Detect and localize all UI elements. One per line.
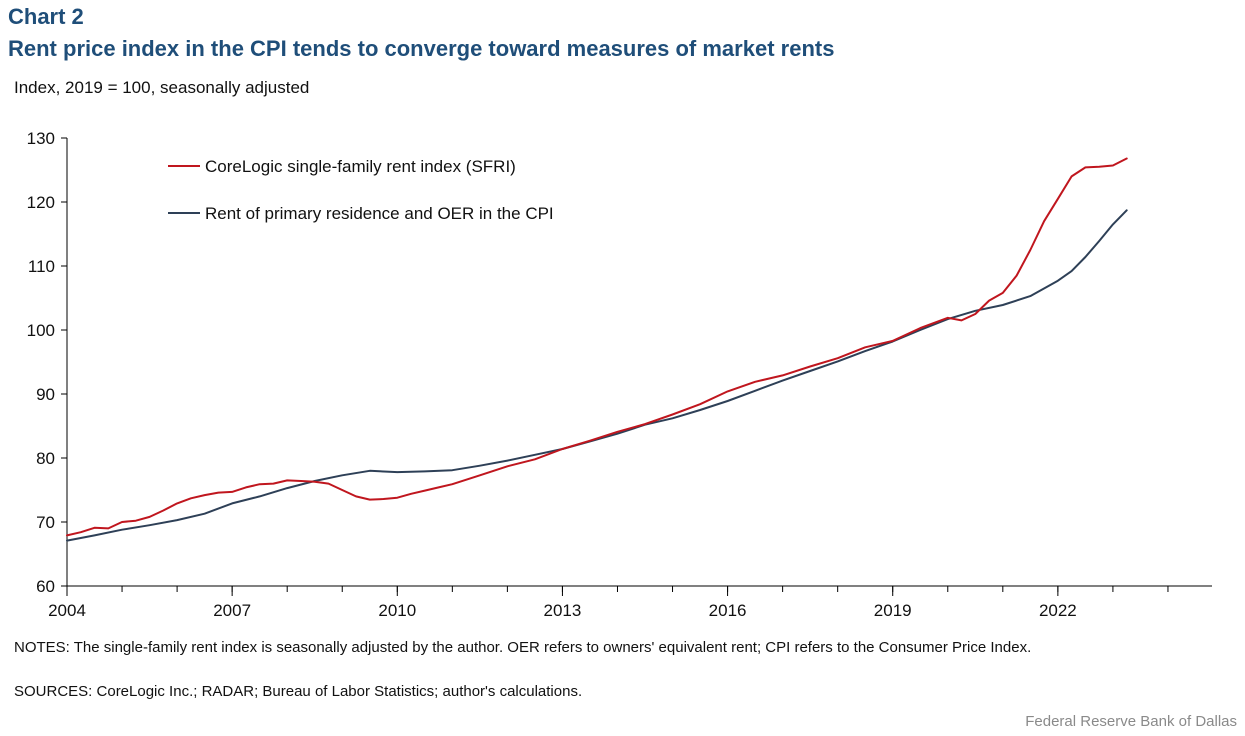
series-lines: [66, 157, 1128, 542]
y-tick-label: 120: [27, 193, 55, 212]
chart-number: Chart 2: [8, 4, 84, 29]
source-credit: Federal Reserve Bank of Dallas: [1025, 713, 1237, 730]
y-axis-unit-label: Index, 2019 = 100, seasonally adjusted: [14, 78, 310, 97]
y-tick-label: 60: [36, 577, 55, 596]
x-tick-label: 2013: [544, 601, 582, 620]
x-tick-label: 2010: [378, 601, 416, 620]
x-tick-label: 2007: [213, 601, 251, 620]
y-tick-label: 90: [36, 385, 55, 404]
x-tick-label: 2016: [709, 601, 747, 620]
chart-notes: NOTES: The single-family rent index is s…: [14, 639, 1032, 656]
legend-label-cpi: Rent of primary residence and OER in the…: [205, 204, 554, 223]
chart-title: Rent price index in the CPI tends to con…: [8, 36, 835, 61]
chart-sources: SOURCES: CoreLogic Inc.; RADAR; Bureau o…: [14, 683, 583, 700]
y-tick-label: 110: [28, 257, 55, 276]
y-tick-label: 80: [36, 449, 55, 468]
y-tick-label: 70: [36, 513, 55, 532]
x-tick-label: 2022: [1039, 601, 1077, 620]
series-line-cpi: [66, 209, 1128, 542]
line-chart: 60 70 80 90 100 110 120 130 2004 2007 2010 2013 2016…: [27, 129, 1212, 620]
legend: CoreLogic single-family rent index (SFRI…: [168, 157, 554, 223]
y-tick-label: 100: [27, 321, 55, 340]
x-tick-label: 2019: [874, 601, 912, 620]
y-tick-label: 130: [27, 129, 55, 148]
axes: 60 70 80 90 100 110 120 130 2004 2007 2010 2013 2016…: [27, 129, 1212, 620]
series-line-sfri: [66, 157, 1128, 537]
x-tick-label: 2004: [48, 601, 86, 620]
legend-label-sfri: CoreLogic single-family rent index (SFRI…: [205, 157, 516, 176]
